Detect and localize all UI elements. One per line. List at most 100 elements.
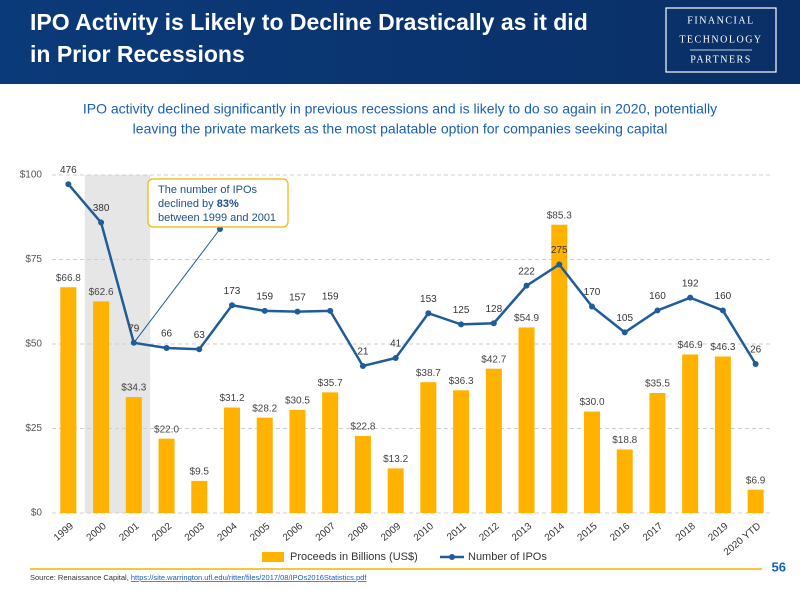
- source-link[interactable]: https://site.warrington.ufl.edu/ritter/f…: [131, 573, 367, 582]
- line-value-label: 26: [750, 345, 762, 356]
- bar-value-label: $38.7: [416, 368, 441, 379]
- bar-value-label: $35.5: [645, 379, 670, 390]
- line-value-label: 125: [453, 305, 470, 316]
- legend-swatch: [262, 552, 284, 562]
- line-point: [490, 320, 497, 327]
- subtitle: leaving the private markets as the most …: [133, 121, 668, 137]
- bar: [387, 468, 404, 513]
- annotation-text: declined by: [158, 198, 217, 210]
- line-point: [425, 310, 432, 317]
- y-tick-label: $0: [31, 508, 43, 519]
- source-label: Source: Renaissance Capital,: [30, 573, 131, 582]
- bar-value-label: $62.6: [89, 287, 114, 298]
- bar-value-label: $31.2: [219, 393, 244, 404]
- x-tick-label: 2004: [216, 521, 240, 544]
- line-value-label: 159: [322, 291, 339, 302]
- x-tick-label: 2014: [543, 521, 567, 544]
- x-tick-label: 2001: [117, 521, 141, 544]
- legend-label: Proceeds in Billions (US$): [290, 551, 418, 563]
- line-value-label: 192: [682, 278, 699, 289]
- bar: [584, 411, 600, 513]
- x-tick-label: 2007: [314, 521, 338, 544]
- line-point: [687, 294, 694, 301]
- plot: $0 $25 $50 $75 $100 1999 2000 2001 2002 2003 2004 2…: [20, 165, 772, 563]
- subtitle: IPO activity declined significantly in p…: [83, 101, 717, 117]
- bar: [60, 287, 77, 513]
- title: in Prior Recessions: [30, 41, 245, 67]
- bar-value-label: $42.7: [481, 354, 506, 365]
- line-point: [163, 344, 170, 351]
- bar: [485, 368, 502, 513]
- annotation-box: [147, 178, 289, 228]
- bar-value-label: $30.5: [285, 396, 310, 407]
- x-tick-label: 2008: [346, 521, 370, 544]
- x-tick-label: 2019: [706, 521, 730, 544]
- legend-label: Number of IPOs: [468, 551, 547, 563]
- line-value-label: 66: [161, 329, 173, 340]
- line-value-label: 153: [420, 294, 437, 305]
- line-point: [719, 307, 726, 314]
- line-value-label: 160: [649, 291, 666, 302]
- line-point: [621, 329, 628, 336]
- y-tick-label: $100: [20, 170, 43, 181]
- line-value-label: 476: [60, 165, 77, 176]
- bar: [125, 397, 142, 513]
- bar: [191, 480, 208, 513]
- bar-value-label: $6.9: [746, 475, 766, 486]
- annotation-emphasis: 83%: [217, 198, 239, 210]
- bar-value-label: $85.3: [547, 210, 572, 221]
- annotation-text: declined by 83%: [158, 198, 239, 210]
- x-tick-label: 2018: [674, 521, 698, 544]
- x-tick-label: 2011: [445, 521, 469, 544]
- x-tick-label: 2012: [477, 521, 501, 544]
- x-tick-label: 2017: [641, 521, 665, 544]
- line-point: [523, 282, 530, 289]
- bar-value-label: $22.0: [154, 424, 179, 435]
- ipo-line: [67, 183, 757, 368]
- line-value-label: 79: [128, 323, 140, 334]
- bar: [420, 382, 437, 513]
- x-tick-label: 2006: [281, 521, 305, 544]
- line-value-label: 160: [715, 291, 732, 302]
- x-tick-label: 2010: [412, 521, 436, 544]
- bar-value-label: $30.0: [579, 397, 604, 408]
- x-tick-label: 2005: [248, 521, 272, 544]
- logo-box: [665, 7, 777, 73]
- logo-text: PARTNERS: [690, 54, 752, 65]
- annotation-text: The number of IPOs: [158, 184, 258, 196]
- bar: [551, 224, 568, 513]
- bar-value-label: $9.5: [190, 467, 210, 478]
- line-value-label: 173: [224, 286, 241, 297]
- line-value-label: 63: [194, 330, 206, 341]
- line-value-label: 222: [518, 266, 535, 277]
- bar-value-label: $18.8: [612, 435, 637, 446]
- line-point: [261, 307, 268, 314]
- bar-value-label: $46.9: [678, 340, 703, 351]
- line-point: [556, 261, 563, 268]
- bar-value-label: $34.3: [121, 383, 146, 394]
- line-point: [359, 362, 366, 369]
- line-point: [196, 346, 203, 353]
- bar: [354, 435, 371, 513]
- x-tick-label: 2009: [379, 521, 403, 544]
- logo-text: TECHNOLOGY: [679, 34, 762, 45]
- bar: [518, 327, 535, 513]
- line-point: [458, 321, 465, 328]
- y-tick-label: $75: [25, 254, 42, 265]
- bar: [682, 354, 699, 513]
- bar: [714, 356, 731, 513]
- line-value-label: 157: [289, 292, 306, 303]
- x-tick-label: 2002: [150, 521, 174, 544]
- line-point: [294, 308, 301, 315]
- source: Source: Renaissance Capital, https://sit…: [30, 573, 367, 582]
- title: IPO Activity is Likely to Decline Drasti…: [30, 9, 588, 35]
- line-point: [327, 307, 334, 314]
- line-value-label: 21: [357, 347, 369, 358]
- x-tick-label: 1999: [52, 521, 76, 544]
- line-value-label: 105: [616, 313, 633, 324]
- bar: [453, 390, 470, 513]
- bar-value-label: $46.3: [710, 342, 735, 353]
- line-point: [654, 307, 661, 314]
- line-value-label: 380: [93, 203, 110, 214]
